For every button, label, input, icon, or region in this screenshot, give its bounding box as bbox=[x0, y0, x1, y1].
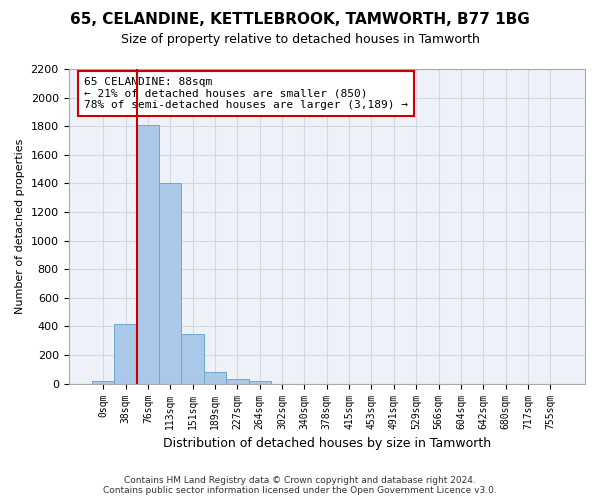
Bar bbox=[159, 184, 181, 384]
Bar bbox=[204, 372, 226, 384]
Y-axis label: Number of detached properties: Number of detached properties bbox=[15, 138, 25, 314]
X-axis label: Distribution of detached houses by size in Tamworth: Distribution of detached houses by size … bbox=[163, 437, 491, 450]
Bar bbox=[248, 381, 271, 384]
Text: Size of property relative to detached houses in Tamworth: Size of property relative to detached ho… bbox=[121, 32, 479, 46]
Bar bbox=[115, 324, 137, 384]
Bar bbox=[137, 125, 159, 384]
Text: Contains HM Land Registry data © Crown copyright and database right 2024.
Contai: Contains HM Land Registry data © Crown c… bbox=[103, 476, 497, 495]
Text: 65, CELANDINE, KETTLEBROOK, TAMWORTH, B77 1BG: 65, CELANDINE, KETTLEBROOK, TAMWORTH, B7… bbox=[70, 12, 530, 28]
Bar bbox=[181, 334, 204, 384]
Text: 65 CELANDINE: 88sqm
← 21% of detached houses are smaller (850)
78% of semi-detac: 65 CELANDINE: 88sqm ← 21% of detached ho… bbox=[84, 77, 408, 110]
Bar bbox=[92, 381, 115, 384]
Bar bbox=[226, 380, 248, 384]
